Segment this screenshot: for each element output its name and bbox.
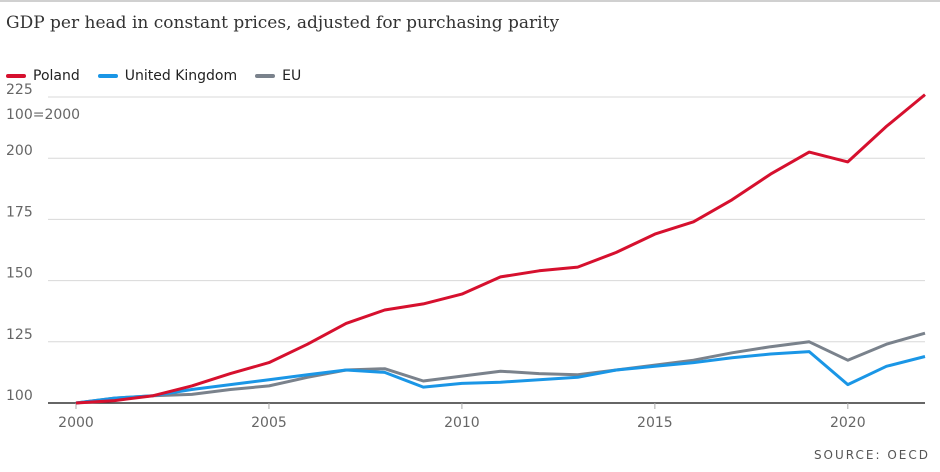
legend-label: United Kingdom (124, 68, 238, 84)
x-tick-label: 2000 (58, 415, 94, 431)
series-line-poland (75, 93, 926, 405)
y-tick-label: 125 (6, 327, 33, 343)
y-tick-label: 200 (6, 143, 33, 159)
legend-swatch (255, 74, 276, 78)
y-tick-label: 150 (6, 266, 33, 282)
legend-item-poland: Poland (6, 68, 80, 84)
y-tick-label: 175 (6, 204, 33, 220)
x-tick-label: 2015 (637, 415, 673, 431)
y-axis-unit: 100=2000 (6, 107, 81, 123)
legend-item-uk: United Kingdom (97, 68, 238, 84)
x-tick-label: 2010 (444, 415, 480, 431)
chart-title: GDP per head in constant prices, adjuste… (6, 13, 560, 33)
legend-item-eu: EU (255, 68, 301, 84)
legend-swatch (6, 74, 26, 78)
legend-label: Poland (33, 68, 80, 84)
legend-label: EU (282, 68, 302, 84)
top-rule (0, 0, 940, 2)
series-line-united-kingdom (75, 350, 926, 405)
legend-swatch (97, 74, 118, 78)
x-tick-label: 2020 (830, 415, 866, 431)
legend: Poland United Kingdom EU (6, 68, 301, 84)
x-tick-label: 2005 (251, 415, 287, 431)
series-line-eu (75, 331, 926, 405)
source-note: SOURCE: OECD (813, 448, 930, 462)
y-tick-label: 225 (6, 82, 33, 98)
y-tick-label: 100 (6, 388, 33, 404)
